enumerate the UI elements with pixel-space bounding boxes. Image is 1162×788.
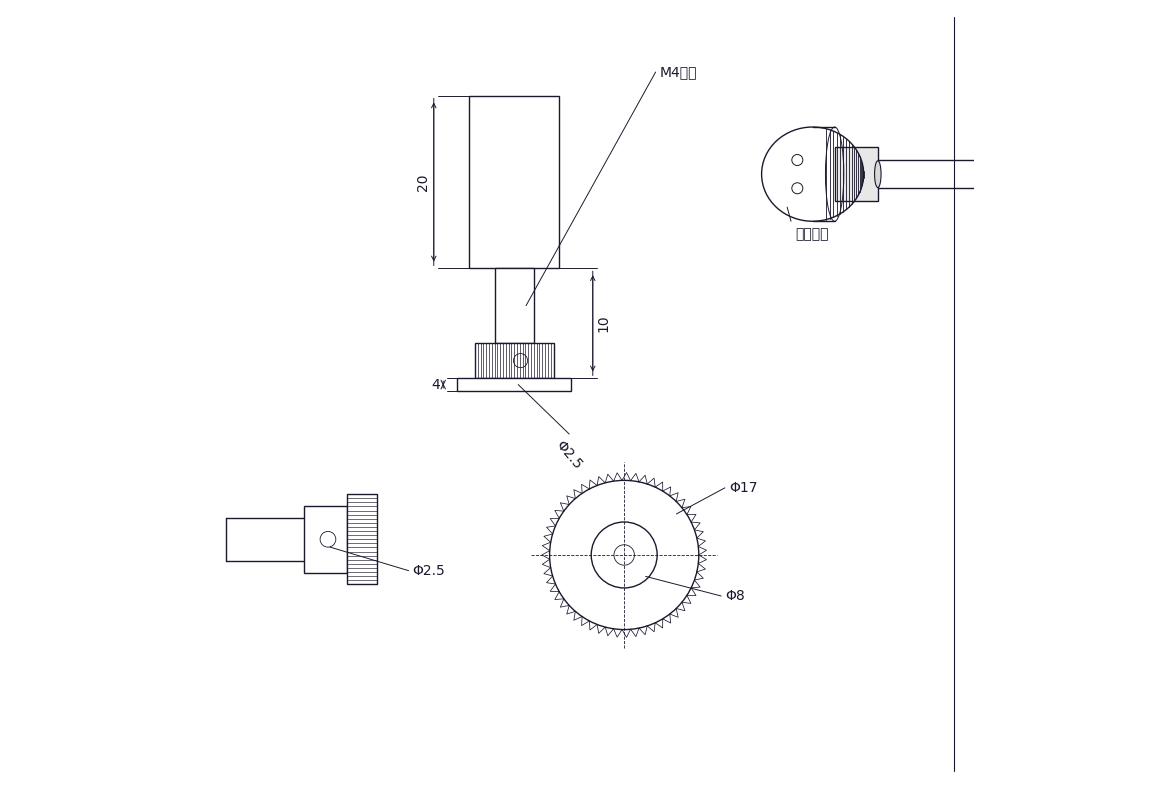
Bar: [304, 506, 347, 573]
Bar: [469, 95, 559, 269]
Text: Φ17: Φ17: [729, 481, 758, 495]
Bar: [834, 147, 877, 201]
Ellipse shape: [875, 161, 881, 188]
Text: 10: 10: [597, 314, 611, 333]
Bar: [495, 269, 533, 343]
Text: Φ8: Φ8: [725, 589, 745, 603]
Ellipse shape: [977, 167, 983, 181]
Text: 表面滚花: 表面滚花: [795, 227, 829, 241]
Bar: [458, 378, 572, 391]
Text: 4: 4: [431, 377, 439, 392]
Text: M4机牙: M4机牙: [660, 65, 697, 79]
Text: Φ2.5: Φ2.5: [413, 563, 445, 578]
Bar: [475, 343, 553, 378]
Text: 20: 20: [416, 173, 430, 191]
Bar: [347, 494, 378, 585]
Ellipse shape: [761, 127, 863, 221]
Text: Φ2.5: Φ2.5: [553, 438, 586, 472]
